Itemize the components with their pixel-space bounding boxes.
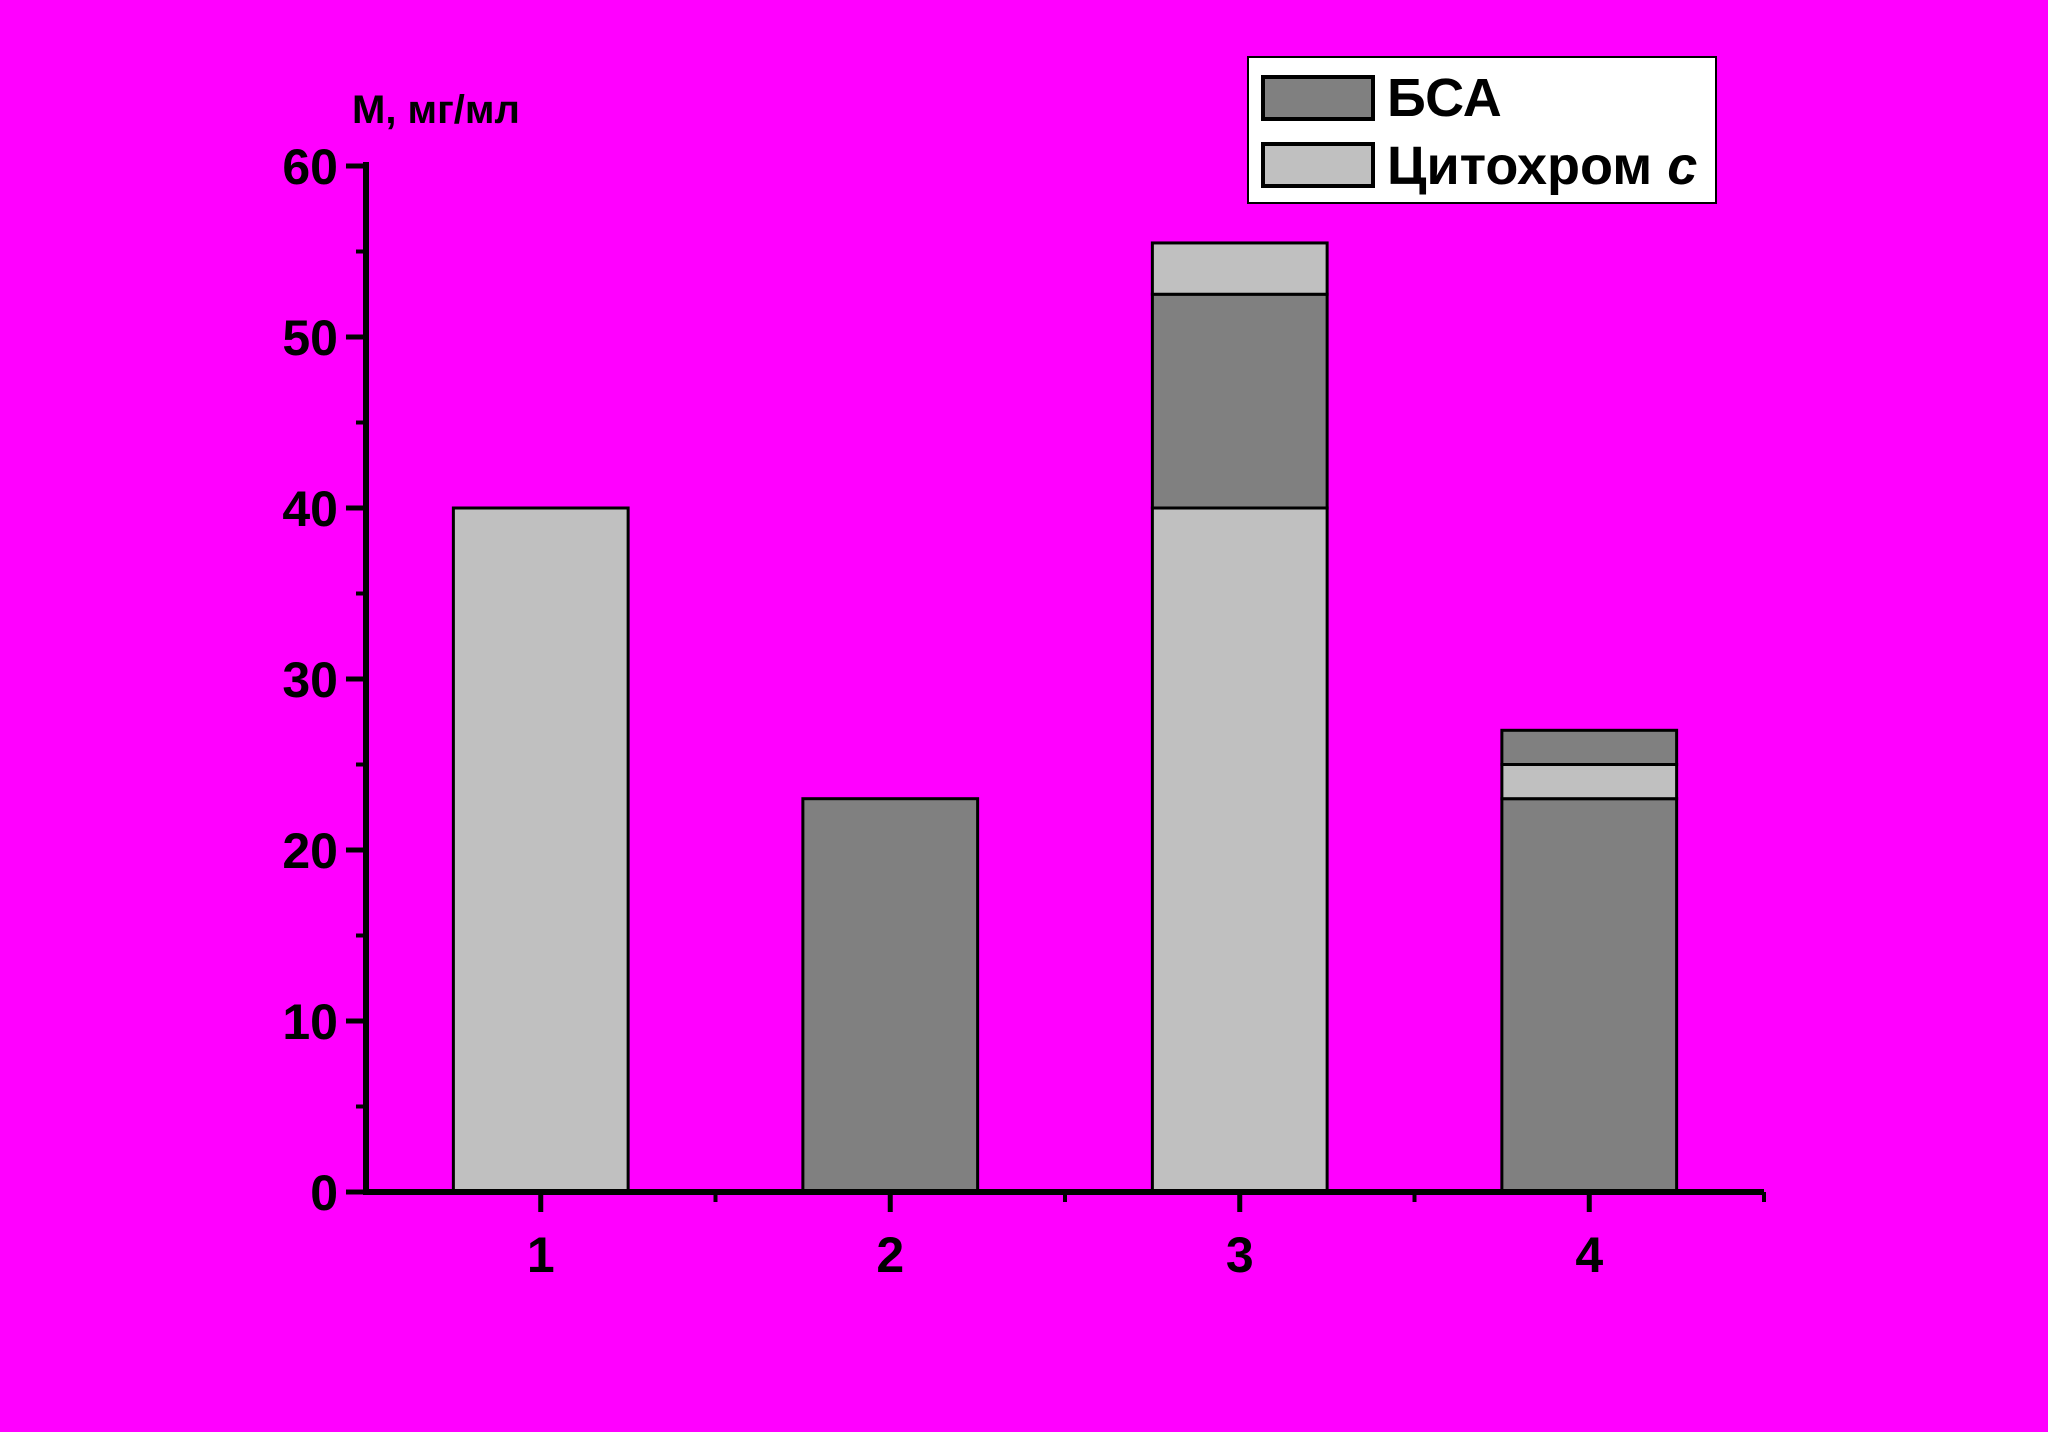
legend-swatch-cytochrome	[1261, 142, 1375, 188]
bar-3-segment-1-cyt	[1150, 506, 1329, 1194]
bar-4-segment-3-bsa	[1500, 728, 1679, 766]
y-tick-label-0: 0	[310, 1165, 338, 1221]
legend-swatch-bsa	[1261, 75, 1375, 121]
y-tick-label-20: 20	[282, 823, 338, 879]
y-axis-title: М, мг/мл	[352, 88, 520, 132]
axes-layer: 0 10 20 30 40 50 60 1 2 3 4	[282, 139, 1766, 1283]
x-tick-label-1: 1	[527, 1227, 555, 1283]
x-tick-label-4: 4	[1575, 1227, 1603, 1283]
legend: БСА Цитохром c	[1247, 56, 1717, 204]
bar-3-segment-3-cyt	[1150, 241, 1329, 296]
y-tick-label-40: 40	[282, 481, 338, 537]
bar-2-segment-1-bsa	[801, 797, 980, 1194]
legend-label-cytochrome-main: Цитохром	[1387, 136, 1667, 196]
bar-1-segment-1-cyt	[451, 506, 630, 1194]
y-tick-label-50: 50	[282, 310, 338, 366]
x-tick-label-2: 2	[876, 1227, 904, 1283]
legend-label-bsa: БСА	[1387, 68, 1502, 128]
y-tick-label-30: 30	[282, 652, 338, 708]
legend-label-cytochrome-italic: c	[1667, 136, 1697, 196]
bar-4-segment-1-bsa	[1500, 797, 1679, 1194]
bar-3-segment-2-bsa	[1150, 292, 1329, 510]
bars-layer	[451, 241, 1679, 1194]
bar-4-segment-2-cyt	[1500, 763, 1679, 801]
legend-label-cytochrome: Цитохром c	[1387, 136, 1697, 196]
y-tick-label-10: 10	[282, 994, 338, 1050]
x-tick-label-3: 3	[1226, 1227, 1254, 1283]
y-tick-label-60: 60	[282, 139, 338, 195]
